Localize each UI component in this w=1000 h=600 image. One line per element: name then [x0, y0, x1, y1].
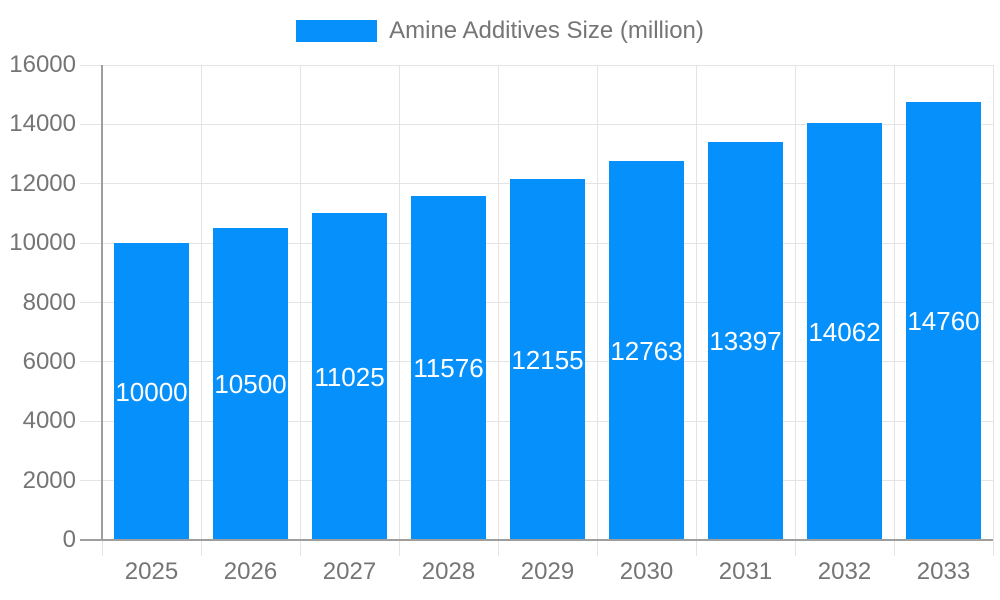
- y-tick-label: 0: [62, 526, 76, 553]
- y-axis-line: [101, 65, 103, 540]
- x-axis-line: [80, 539, 993, 541]
- legend-label: Amine Additives Size (million): [389, 17, 704, 44]
- y-tick-label: 6000: [22, 347, 76, 375]
- bar-2025[interactable]: 10000: [114, 243, 189, 540]
- gridline-vertical: [497, 65, 499, 556]
- x-tick-label: 2032: [817, 558, 872, 585]
- bar-value-label: 13397: [709, 326, 782, 356]
- x-tick-label: 2033: [916, 558, 971, 585]
- bar-2030[interactable]: 12763: [609, 161, 684, 540]
- bar-2032[interactable]: 14062: [807, 123, 882, 540]
- gridline-vertical: [794, 65, 796, 556]
- bar-2033[interactable]: 14760: [906, 102, 981, 540]
- gridline-vertical: [299, 65, 301, 556]
- x-tick-label: 2026: [223, 558, 278, 585]
- bar-value-label: 11576: [413, 353, 484, 383]
- y-tick-label: 10000: [9, 229, 76, 257]
- legend-swatch: [296, 20, 378, 42]
- x-tick-label: 2025: [124, 558, 179, 585]
- bar-value-label: 14062: [808, 316, 881, 347]
- bar-value-label: 11025: [314, 361, 385, 392]
- bar-value-label: 12155: [511, 344, 584, 375]
- gridline-vertical: [596, 65, 598, 556]
- bar-2028[interactable]: 11576: [411, 196, 486, 540]
- legend[interactable]: Amine Additives Size (million): [0, 17, 1000, 45]
- bar-2027[interactable]: 11025: [312, 213, 387, 540]
- plot-area: 10000 10500 11025 11576 12155 12763 13397 14062…: [80, 64, 994, 556]
- x-tick-label: 2027: [322, 558, 377, 585]
- bar-2029[interactable]: 12155: [510, 179, 585, 540]
- bar-value-label: 14760: [907, 306, 980, 336]
- gridline-vertical: [398, 65, 400, 556]
- bar-2026[interactable]: 10500: [213, 228, 288, 540]
- y-tick-label: 8000: [22, 288, 76, 316]
- bar-value-label: 10500: [214, 369, 287, 399]
- bar-value-label: 10000: [115, 376, 188, 407]
- y-tick-label: 4000: [22, 407, 76, 435]
- gridline-horizontal: [80, 123, 993, 125]
- bar-value-label: 12763: [610, 335, 683, 366]
- bar-2031[interactable]: 13397: [708, 142, 783, 540]
- x-tick-label: 2029: [520, 558, 575, 585]
- gridline-vertical: [695, 65, 697, 556]
- gridline-vertical: [200, 65, 202, 556]
- y-tick-label: 14000: [9, 110, 76, 138]
- gridline-vertical: [992, 65, 994, 556]
- gridline-vertical: [893, 65, 895, 556]
- x-tick-label: 2028: [421, 558, 476, 585]
- y-tick-label: 2000: [22, 466, 76, 494]
- y-tick-label: 16000: [9, 51, 76, 78]
- x-tick-label: 2030: [619, 558, 674, 585]
- gridline-horizontal: [80, 64, 993, 66]
- y-tick-label: 12000: [9, 169, 76, 197]
- x-tick-label: 2031: [718, 558, 773, 585]
